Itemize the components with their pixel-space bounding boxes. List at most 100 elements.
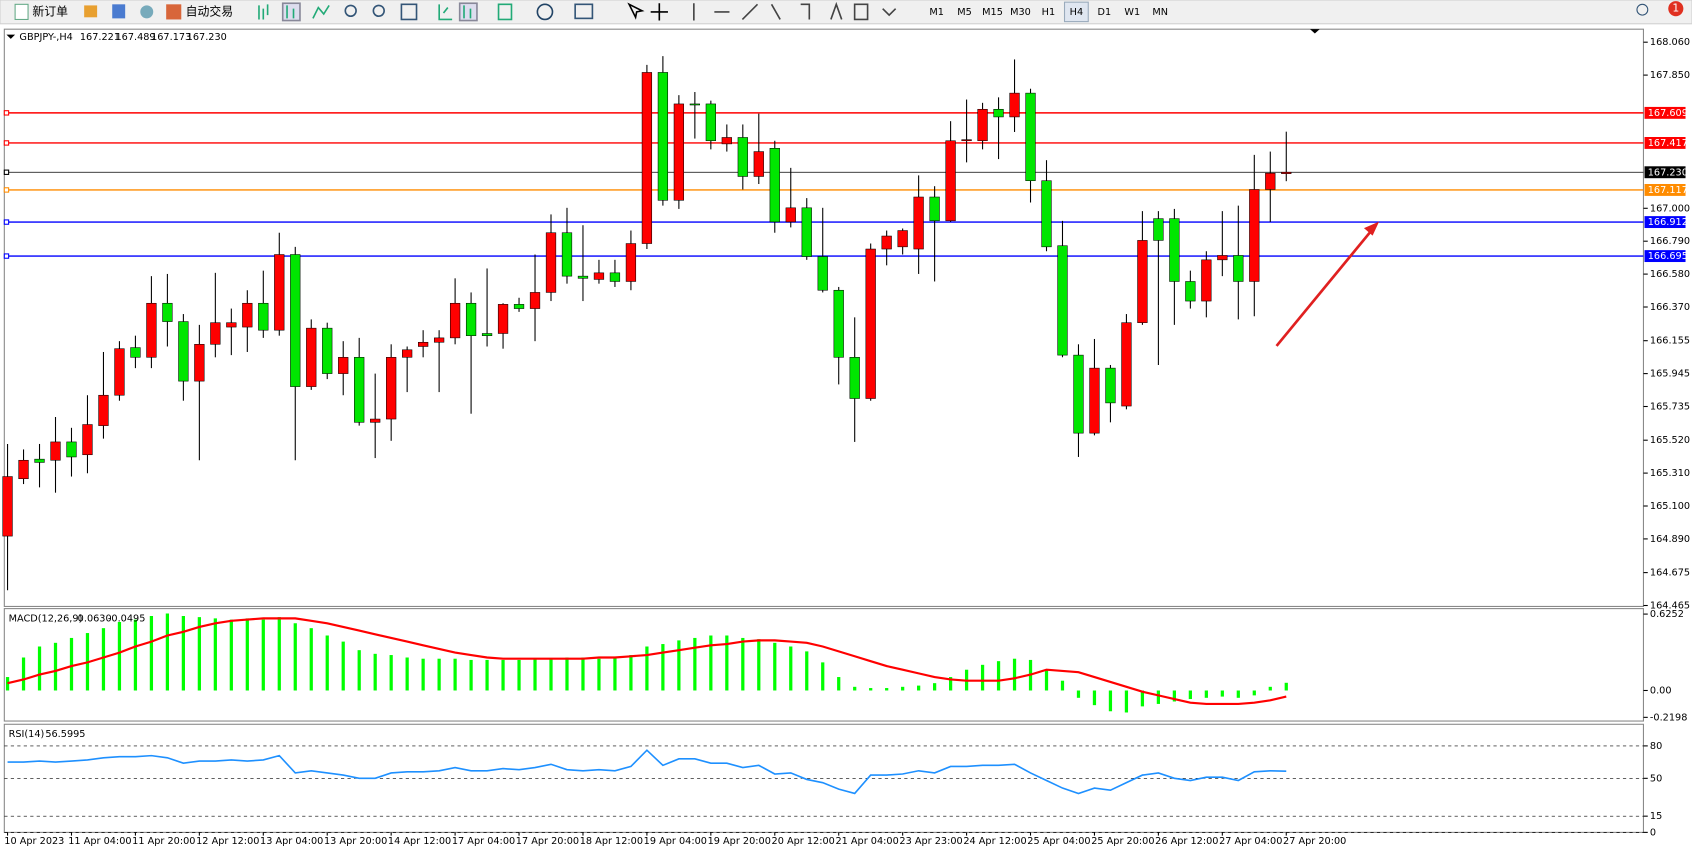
timeframe-button[interactable]: H4 — [1070, 7, 1083, 18]
new-order-icon[interactable] — [14, 3, 29, 20]
annotation-arrow — [1275, 221, 1380, 347]
x-tick-label: 25 Apr 20:00 — [1091, 836, 1154, 847]
level-label: 167.117 — [1648, 185, 1688, 196]
tool-icons[interactable] — [258, 1, 897, 22]
candle-body — [961, 139, 972, 142]
y-tick-label: 164.465 — [1650, 601, 1690, 612]
x-tick-label: 10 Apr 2023 — [4, 836, 64, 847]
candle-body — [306, 327, 317, 387]
x-tick-label: 19 Apr 04:00 — [644, 836, 707, 847]
y-tick-label: 165.945 — [1650, 369, 1690, 380]
level-marker — [3, 110, 10, 116]
candle-body — [242, 302, 253, 328]
search-icon[interactable] — [1636, 3, 1649, 16]
arrow-shaft — [1275, 228, 1374, 347]
x-tick-label: 17 Apr 20:00 — [516, 836, 579, 847]
timeframe-button[interactable]: H1 — [1042, 7, 1055, 18]
plot-layer: 168.060 167.850 167.000 166.790 166.580 166.3… — [2, 37, 1690, 847]
y-tick-label: -0.2198 — [1650, 712, 1687, 723]
new-order-button[interactable]: 新订单 — [32, 4, 68, 18]
auto-trading-icon[interactable] — [166, 4, 182, 20]
level-label-bg — [1644, 216, 1686, 229]
x-tick-label: 13 Apr 04:00 — [260, 836, 323, 847]
icon[interactable] — [112, 4, 126, 19]
timeframe-button[interactable]: M5 — [957, 7, 972, 18]
candle-body — [258, 302, 269, 331]
timeframe-button[interactable]: M15 — [982, 7, 1003, 18]
candle-body — [274, 254, 285, 331]
candle-body — [513, 304, 525, 309]
y-tick-label: 50 — [1650, 773, 1662, 784]
candle-body — [1089, 367, 1100, 434]
candle-body — [290, 254, 301, 387]
candle-body — [1233, 255, 1244, 282]
notification-badge[interactable] — [1668, 1, 1684, 17]
y-tick-label: 166.370 — [1650, 302, 1690, 313]
timeframe-bar: M1 M5 M15 M30 H1 H4 D1 W1 MN — [929, 1, 1168, 23]
timeframe-button[interactable]: MN — [1152, 7, 1168, 18]
x-tick-label: 25 Apr 04:00 — [1027, 836, 1090, 847]
macd-readout: 0.0630 — [78, 613, 112, 624]
timeframe-button[interactable]: D1 — [1098, 7, 1112, 18]
level-marker — [3, 253, 10, 259]
candle-body — [50, 441, 61, 461]
timeframe-button[interactable]: W1 — [1124, 7, 1140, 18]
ohlc-readout: 167.173 — [151, 32, 191, 43]
candle-body — [1041, 180, 1052, 248]
y-tick-label: 165.520 — [1650, 435, 1690, 446]
level-label: 166.695 — [1648, 251, 1688, 262]
candle-body — [210, 322, 221, 345]
macd-label: MACD(12,26,9) — [9, 613, 83, 624]
symbol-marker — [6, 34, 16, 39]
candle-body — [338, 357, 349, 374]
candle-body — [529, 292, 541, 309]
candle-body — [785, 207, 796, 223]
candle-body — [130, 347, 141, 358]
candle-body — [82, 424, 93, 456]
icon[interactable] — [140, 5, 154, 19]
arrow-head — [1363, 221, 1380, 236]
candle-body — [993, 108, 1004, 118]
candle-body — [370, 418, 381, 423]
candle-body — [945, 140, 956, 222]
icon[interactable] — [84, 5, 98, 18]
candle-body — [545, 232, 557, 293]
candle-body — [577, 275, 589, 279]
level-label: 167.230 — [1648, 167, 1688, 178]
ohlc-readout: 167.221 — [80, 32, 120, 43]
y-tick-label: 0.00 — [1650, 685, 1672, 696]
candle-body — [801, 207, 812, 257]
candle-body — [1169, 218, 1180, 282]
toolbar: 新订单 自动交易 M1 M5 M15 M30 H1 H4 D1 W1 MN 1 — [0, 0, 1692, 25]
ohlc-readout: 167.230 — [187, 32, 227, 43]
timeframe-button[interactable]: M30 — [1010, 7, 1031, 18]
x-tick-label: 27 Apr 04:00 — [1219, 836, 1282, 847]
candle-body — [18, 459, 29, 480]
candle-body — [897, 230, 908, 248]
candle-body — [66, 441, 77, 458]
x-tick-label: 11 Apr 20:00 — [132, 836, 195, 847]
candle-body — [625, 243, 637, 282]
candle-body — [1025, 92, 1036, 181]
level-label: 166.912 — [1648, 217, 1688, 228]
timeframe-button[interactable]: M1 — [929, 7, 944, 18]
candle-body — [593, 272, 605, 280]
candle-body — [465, 302, 477, 336]
level-marker — [3, 140, 10, 146]
candle-body — [1201, 259, 1212, 302]
candle-body — [162, 302, 173, 322]
candle-body — [114, 348, 125, 396]
candle-body — [657, 72, 669, 201]
y-tick-label: 0 — [1650, 827, 1656, 838]
x-tick-label: 17 Apr 04:00 — [452, 836, 515, 847]
level-label: 167.609 — [1648, 108, 1688, 119]
level-marker — [3, 219, 10, 225]
x-tick-label: 11 Apr 04:00 — [68, 836, 131, 847]
y-tick-label: 167.000 — [1650, 203, 1690, 214]
candle-body — [1105, 367, 1116, 404]
x-tick-label: 14 Apr 12:00 — [388, 836, 451, 847]
symbol-label: GBPJPY-,H4 — [19, 32, 72, 43]
auto-trading-button[interactable]: 自动交易 — [186, 4, 233, 18]
candle-body — [977, 108, 988, 142]
active-timeframe — [1063, 1, 1089, 23]
